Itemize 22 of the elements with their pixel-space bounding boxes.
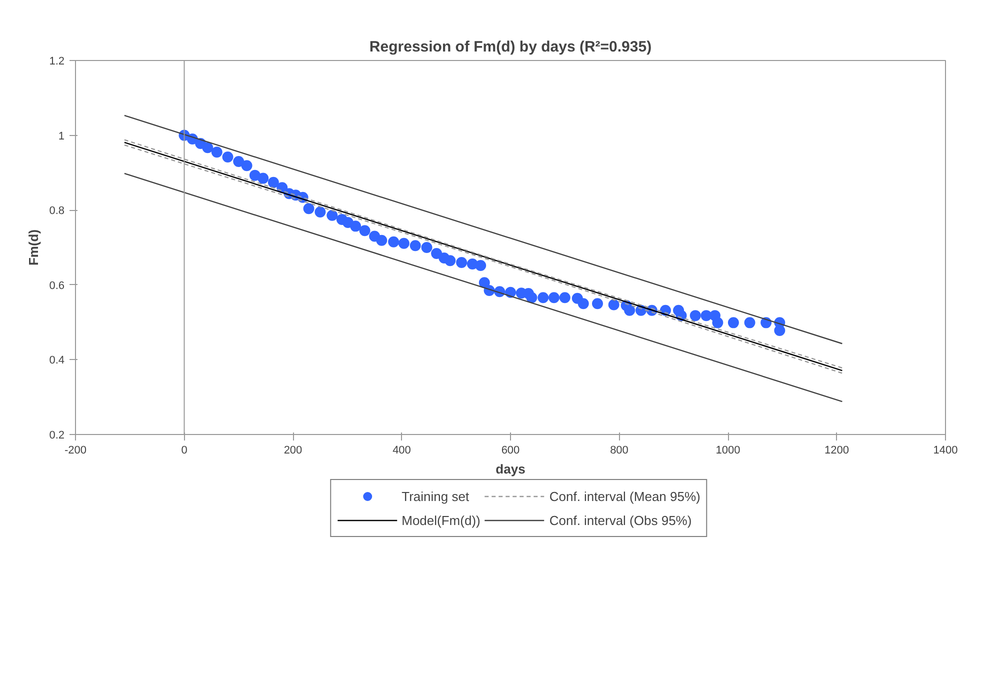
chart-title: Regression of Fm(d) by days (R²=0.935) [369,38,652,56]
x-tick-label: 400 [392,444,411,456]
x-tick-label: 1200 [824,444,849,456]
y-tick-label: 0.6 [49,280,65,292]
x-tick-label: 1400 [933,444,958,456]
y-tick-label: 0.4 [49,354,65,367]
x-tick-label: 800 [610,444,628,456]
x-tick-label: 600 [501,444,520,456]
x-tick-label: 0 [181,444,188,456]
y-tick-label: 1.2 [49,56,65,68]
legend-label: Conf. interval (Obs 95%) [549,512,692,528]
y-tick-label: 0.8 [49,205,65,218]
x-tick-label: 200 [284,444,302,456]
legend-label: Conf. interval (Mean 95%) [549,488,700,504]
x-axis-title: days [496,462,526,476]
y-tick-label: 0.2 [49,430,65,442]
y-axis-title: Fm(d) [26,229,42,266]
legend-label: Model(Fm(d)) [402,512,480,528]
y-tick-label: 1 [58,130,65,142]
legend-label: Training set [402,488,470,504]
x-tick-label: -200 [64,444,87,456]
x-tick-label: 1000 [716,444,740,456]
